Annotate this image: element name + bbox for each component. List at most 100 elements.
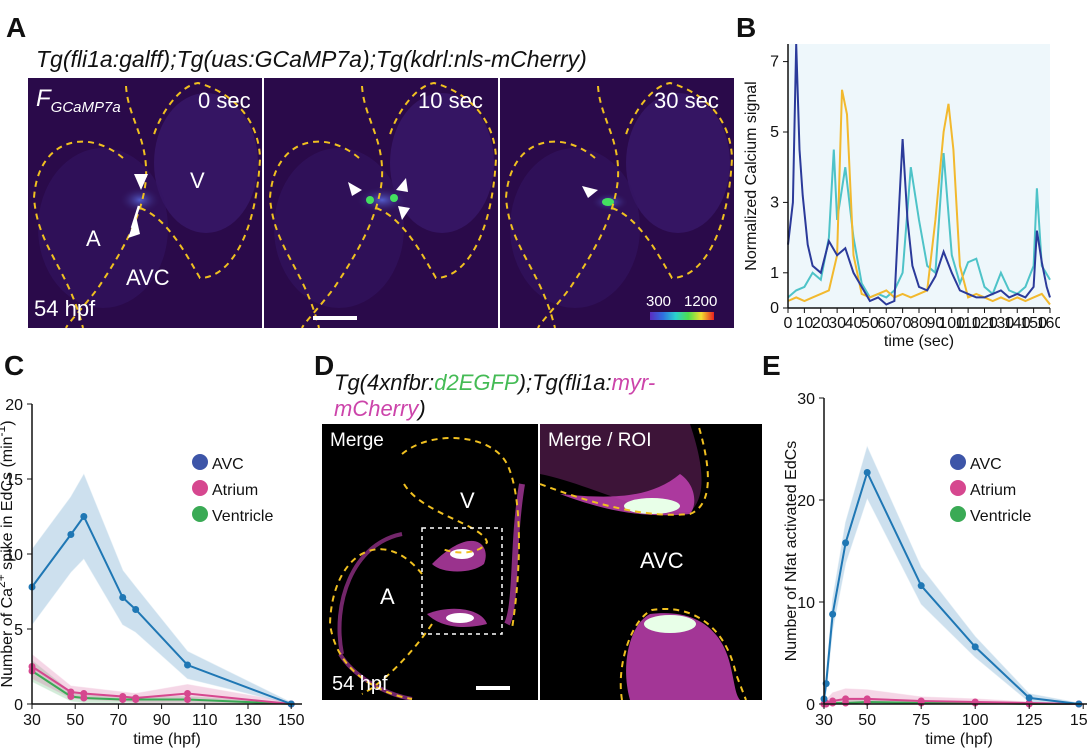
time-label-0: 0 sec	[198, 88, 251, 113]
y-axis-label: Number of Nfat activated EdCs	[783, 441, 800, 662]
legend-label-avc: AVC	[970, 456, 1002, 473]
label-avc: AVC	[126, 265, 170, 290]
data-point-avc	[67, 531, 74, 538]
chart-b: 0 102030405060708090100110120130140150160…	[740, 30, 1060, 350]
y-tick-label: 0	[14, 697, 23, 714]
time-label-30: 30 sec	[654, 88, 719, 113]
x-tick-label: 50	[66, 712, 84, 729]
data-point-avc	[864, 469, 871, 476]
data-point-atrium	[864, 695, 871, 702]
chart-e: 30 50 75 100 125 150 0 10 20 30 time (hpf) Number o…	[766, 380, 1087, 750]
data-point-avc	[80, 513, 87, 520]
merge-label: Merge	[330, 430, 384, 451]
legend-marker-ventricle	[950, 506, 966, 522]
chart-b-x-tick-label: 30	[828, 315, 846, 332]
roi-label: Merge / ROI	[548, 430, 651, 451]
legend-marker-avc	[192, 454, 208, 470]
panel-d-title-magenta2: mCherry	[334, 396, 418, 421]
chart-b-x-tick-label: 50	[861, 315, 879, 332]
panel-letter-e: E	[762, 352, 781, 380]
chart-b-y-label: Normalized Calcium signal	[743, 81, 760, 270]
panel-letter-a: A	[6, 14, 26, 42]
legend-label-ventricle: Ventricle	[212, 508, 273, 525]
chart-b-x-tick-label: 10	[795, 315, 813, 332]
x-tick-label: 150	[278, 712, 305, 729]
micrograph-frame-30s: 30 sec 300 1200	[500, 78, 734, 328]
chart-b-x-tick-label: 160	[1037, 315, 1060, 332]
stage-label: 54 hpf	[34, 296, 96, 321]
data-point-atrium	[842, 695, 849, 702]
x-axis-label: time (hpf)	[133, 731, 201, 748]
x-tick-label: 90	[153, 712, 171, 729]
scale-bar-a	[313, 316, 357, 320]
data-point-avc	[119, 594, 126, 601]
panel-d-title-part1: Tg(4xnfbr:	[334, 370, 434, 395]
panel-d-title-part2: );Tg(fli1a:	[519, 370, 612, 395]
scale-bar-d	[476, 686, 510, 690]
chart-b-x-tick-label: 60	[877, 315, 895, 332]
x-tick-label: 30	[23, 712, 41, 729]
chart-b-x-tick-label: 80	[910, 315, 928, 332]
legend-label-avc: AVC	[212, 456, 244, 473]
data-point-avc	[132, 606, 139, 613]
chart-b-y-tick-label: 7	[770, 54, 779, 71]
y-axis-label: Number of Ca2+ spike in EdCs (min-1)	[0, 420, 16, 687]
x-tick-label: 70	[110, 712, 128, 729]
label-a-d: A	[380, 584, 395, 609]
legend-marker-avc	[950, 454, 966, 470]
panel-letter-d: D	[314, 352, 334, 380]
data-point-ventricle	[184, 696, 191, 703]
data-point-avc	[1026, 694, 1033, 701]
colorbar	[650, 312, 714, 320]
panel-letter-c: C	[4, 352, 24, 380]
legend-label-ventricle: Ventricle	[970, 508, 1031, 525]
colorbar-min: 300	[646, 293, 671, 310]
chart-b-x-tick-label: 20	[812, 315, 830, 332]
data-point-atrium	[132, 695, 139, 702]
x-tick-label: 150	[1070, 712, 1087, 729]
chart-b-x-tick-label: 40	[845, 315, 863, 332]
colorbar-max: 1200	[684, 293, 717, 310]
panel-d-title-part3: )	[418, 396, 425, 421]
x-tick-label: 100	[962, 712, 989, 729]
stage-label-d: 54 hpf	[332, 673, 388, 695]
chart-b-y-tick-label: 3	[770, 194, 779, 211]
legend-marker-ventricle	[192, 506, 208, 522]
panel-a-micrographs: A V AVC FGCaMP7a 0 sec 54 hpf 10 sec 30 …	[28, 78, 734, 328]
legend-marker-atrium	[192, 480, 208, 496]
roi-frame: Merge / ROI AVC	[540, 424, 762, 700]
micrograph-frame-10s: 10 sec	[264, 78, 498, 328]
x-tick-label: 125	[1016, 712, 1043, 729]
panel-d-title-green: d2EGFP	[434, 370, 518, 395]
chart-b-x-tick-label: 70	[894, 315, 912, 332]
chart-b-plot-bg	[788, 44, 1050, 308]
data-point-avc	[918, 582, 925, 589]
micrograph-frame-0s: A V AVC FGCaMP7a 0 sec 54 hpf	[28, 78, 262, 328]
y-tick-label: 30	[797, 391, 815, 408]
x-tick-label: 50	[858, 712, 876, 729]
chart-b-y-tick-label: 5	[770, 124, 779, 141]
chart-b-x-tick-label: 0	[784, 315, 793, 332]
panel-d-title-magenta1: myr-	[612, 370, 656, 395]
data-point-atrium	[67, 689, 74, 696]
x-tick-label: 130	[235, 712, 262, 729]
legend-marker-atrium	[950, 480, 966, 496]
panel-a-title: Tg(fli1a:galff);Tg(uas:GCaMP7a);Tg(kdrl:…	[36, 46, 587, 73]
time-label-10: 10 sec	[418, 88, 483, 113]
chart-c: 30 50 70 90 110 130 15005101520time (hpf)Numbe…	[0, 380, 312, 750]
chart-b-x-label: time (sec)	[884, 333, 954, 350]
label-a: A	[86, 226, 101, 251]
label-v: V	[190, 168, 205, 193]
label-v-d: V	[460, 488, 475, 513]
data-point-avc	[842, 539, 849, 546]
data-point-atrium	[80, 690, 87, 697]
legend-label-atrium: Atrium	[212, 482, 258, 499]
x-tick-label: 110	[192, 712, 218, 729]
data-point-avc	[829, 611, 836, 618]
chart-b-y-tick-label: 1	[770, 265, 779, 282]
panel-d-micrographs: Merge V A 54 hpf Merge / ROI AVC	[322, 424, 762, 700]
y-tick-label: 0	[806, 697, 815, 714]
x-axis-label: time (hpf)	[925, 731, 993, 748]
x-tick-label: 30	[815, 712, 833, 729]
label-avc-d: AVC	[640, 548, 684, 573]
